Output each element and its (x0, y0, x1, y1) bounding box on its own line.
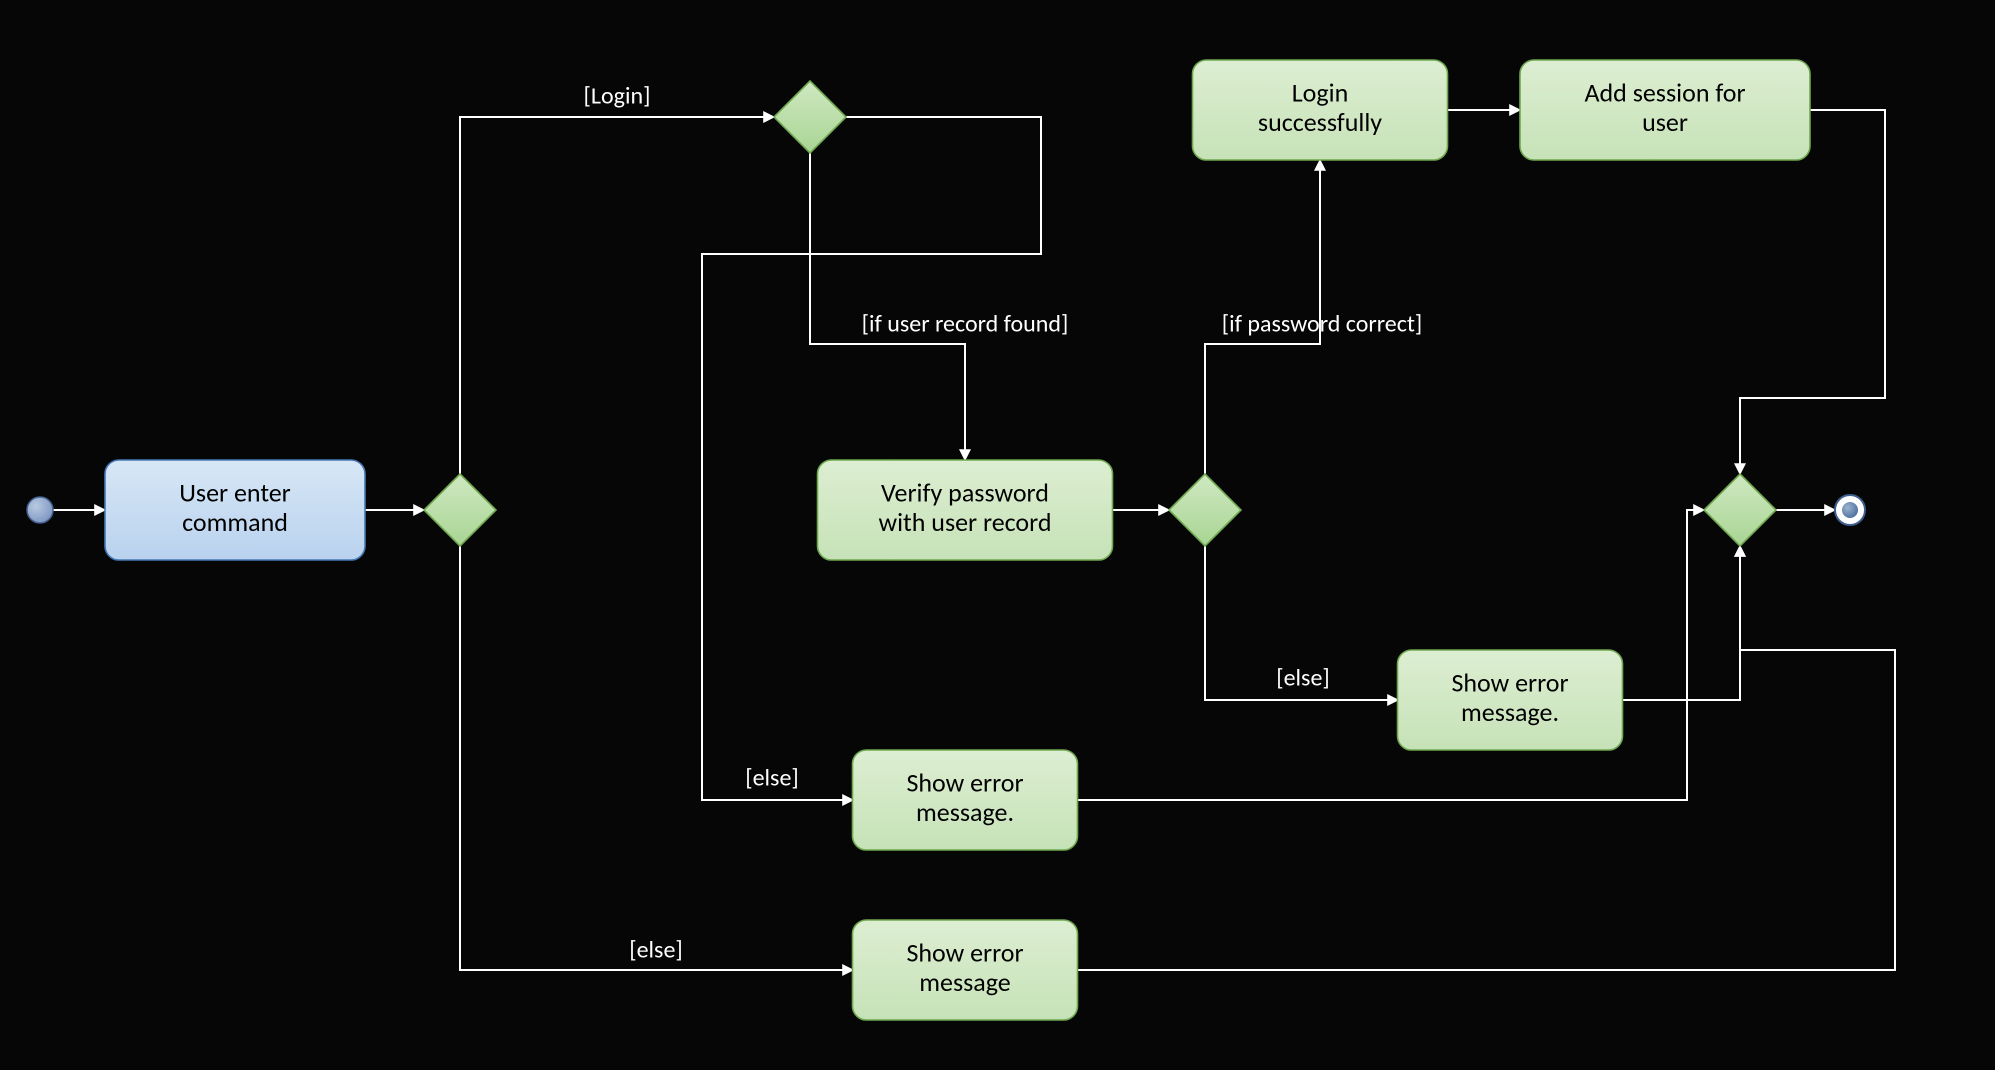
edge-d_top-err1 (702, 117, 1041, 800)
decision-d1 (424, 474, 496, 546)
edge-d1-err2 (460, 546, 853, 970)
edge-label-d_top-err1: [else] (745, 764, 799, 793)
edge-d_top-verify (810, 153, 965, 460)
edge-label-d1-d_top: [Login] (584, 82, 651, 111)
node-label-verify-line1: with user record (878, 506, 1051, 538)
nodes-layer: User entercommand Verify passwordwith use… (27, 60, 1865, 1020)
node-label-err2-line1: message (919, 966, 1010, 998)
node-label-addsess-line0: Add session for (1584, 76, 1745, 108)
edge-addsess-d_end (1740, 110, 1885, 474)
node-label-addsess-line1: user (1642, 106, 1688, 138)
edge-label-d_mid-err3: [else] (1276, 664, 1330, 693)
node-label-login-line1: successfully (1258, 106, 1382, 138)
node-label-verify-line0: Verify password (881, 476, 1049, 508)
edge-label-d1-err2: [else] (629, 936, 683, 965)
edge-label-d_top-verify: [if user record found] (862, 310, 1069, 339)
decision-d_mid (1169, 474, 1241, 546)
edge-err2-d_end (1078, 546, 1895, 970)
node-label-cmd-line1: command (182, 506, 288, 538)
edge-label-d_mid-login: [if password correct] (1222, 310, 1423, 339)
decision-d_end (1704, 474, 1776, 546)
node-label-login-line0: Login (1292, 76, 1349, 108)
decision-d_top (774, 81, 846, 153)
flowchart-canvas: [Login] [else] [if user record found] [else… (0, 0, 1995, 1070)
node-label-err2-line0: Show error (906, 936, 1023, 968)
node-label-err1-line0: Show error (906, 766, 1023, 798)
node-label-err3-line0: Show error (1451, 666, 1568, 698)
start-node (27, 497, 53, 523)
edge-d1-d_top (460, 117, 774, 474)
end-node-inner (1842, 502, 1858, 518)
node-label-err1-line1: message. (916, 796, 1014, 828)
edge-err3-d_end (1623, 546, 1740, 700)
node-label-err3-line1: message. (1461, 696, 1559, 728)
node-label-cmd-line0: User enter (179, 476, 291, 508)
